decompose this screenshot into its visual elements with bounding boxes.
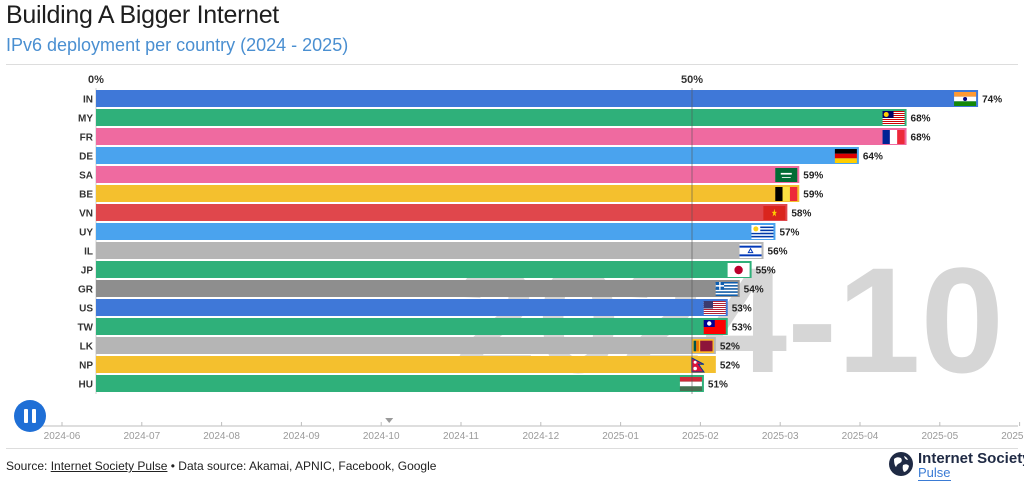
- bar-category-label: SA: [79, 171, 93, 182]
- bar-value-label: 59%: [803, 190, 823, 201]
- bar-value-label: 74%: [982, 95, 1002, 106]
- globe-icon: [889, 452, 913, 476]
- bar-JP: [96, 261, 752, 278]
- timeline-label: 2024-12: [522, 431, 559, 442]
- bar-value-label: 64%: [863, 152, 883, 163]
- pause-button[interactable]: [14, 400, 46, 432]
- timeline-label: 2024-06: [44, 431, 81, 442]
- bar-value-label: 52%: [720, 361, 740, 372]
- timeline-label: 2025-05: [921, 431, 958, 442]
- belgium-flag: [775, 187, 798, 201]
- germany-flag: [834, 149, 857, 163]
- bar-value-label: 55%: [756, 266, 776, 277]
- bar-value-label: 53%: [732, 304, 752, 315]
- bar-category-label: IN: [83, 95, 93, 106]
- timeline-label: 2025-03: [762, 431, 799, 442]
- taiwan-flag: [703, 320, 726, 334]
- hungary-flag: [679, 377, 702, 391]
- bar-category-label: VN: [79, 209, 93, 220]
- bar-category-label: IL: [84, 247, 93, 258]
- bar-value-label: 54%: [744, 285, 764, 296]
- source-link[interactable]: Internet Society Pulse: [50, 459, 168, 473]
- uruguay-flag: [751, 225, 774, 239]
- bar-category-label: NP: [79, 361, 93, 372]
- bar-UY: [96, 223, 776, 240]
- bar-value-label: 68%: [911, 114, 931, 125]
- header-divider: [6, 64, 1018, 65]
- bar-IL: [96, 242, 764, 259]
- srilanka-flag: [691, 339, 714, 353]
- timeline-label: 2024-11: [443, 431, 479, 442]
- bar-category-label: BE: [79, 190, 93, 201]
- source-prefix: Source:: [6, 459, 51, 473]
- timeline-label: 2025-06: [1001, 431, 1024, 442]
- bar-VN: [96, 204, 788, 221]
- bar-value-label: 59%: [803, 171, 823, 182]
- axis-tick-label: 50%: [681, 74, 703, 86]
- bar-category-label: DE: [79, 152, 93, 163]
- bar-GR: [96, 280, 740, 297]
- bar-category-label: GR: [78, 285, 94, 296]
- bar-FR: [96, 128, 907, 145]
- bar-US: [96, 299, 728, 316]
- usa-flag: [703, 301, 726, 315]
- bar-category-label: MY: [78, 114, 93, 125]
- bar-TW: [96, 318, 728, 335]
- bar-category-label: HU: [79, 380, 93, 391]
- timeline-label: 2025-04: [842, 431, 879, 442]
- data-source-text: • Data source: Akamai, APNIC, Facebook, …: [167, 459, 437, 473]
- vietnam-flag: [763, 206, 786, 220]
- bar-value-label: 51%: [708, 380, 728, 391]
- axis-tick-label: 0%: [88, 74, 104, 86]
- bar-IN: [96, 90, 979, 107]
- bar-value-label: 53%: [732, 323, 752, 334]
- france-flag: [882, 130, 905, 144]
- footer-divider: [6, 448, 1018, 449]
- footer-source: Source: Internet Society Pulse • Data so…: [6, 459, 436, 473]
- bar-category-label: UY: [79, 228, 93, 239]
- bar-chart: 2024-10 0% 50% IN 74% MY 68% FR 68% DE 64% SA 59% BE 5…: [40, 74, 1024, 442]
- internet-society-logo[interactable]: Internet Society Pulse: [888, 449, 1024, 489]
- greece-flag: [715, 282, 738, 296]
- bar-HU: [96, 375, 704, 392]
- bar-value-label: 58%: [791, 209, 811, 220]
- pause-icon: [24, 409, 28, 423]
- timeline-current-marker[interactable]: [385, 418, 394, 423]
- bar-value-label: 56%: [768, 247, 788, 258]
- bar-category-label: US: [79, 304, 93, 315]
- bar-NP: [96, 356, 716, 373]
- chart-subtitle: IPv6 deployment per country (2024 - 2025…: [6, 35, 349, 55]
- israel-flag: [739, 244, 762, 258]
- logo-line1: Internet Society: [918, 450, 1024, 467]
- bar-value-label: 52%: [720, 342, 740, 353]
- timeline-label: 2025-02: [682, 431, 719, 442]
- bar-category-label: JP: [81, 266, 94, 277]
- timeline-label: 2024-10: [363, 431, 400, 442]
- bar-value-label: 57%: [779, 228, 799, 239]
- bar-LK: [96, 337, 716, 354]
- bar-MY: [96, 109, 907, 126]
- bar-DE: [96, 147, 859, 164]
- saudi-flag: [775, 168, 798, 182]
- timeline-label: 2024-09: [283, 431, 320, 442]
- bar-BE: [96, 185, 800, 202]
- bar-category-label: FR: [80, 133, 94, 144]
- bar-value-label: 68%: [911, 133, 931, 144]
- bar-category-label: LK: [80, 342, 94, 353]
- bar-category-label: TW: [77, 323, 93, 334]
- pause-icon-bar: [32, 409, 36, 423]
- malaysia-flag: [882, 111, 905, 125]
- chart-title: Building A Bigger Internet: [6, 1, 279, 29]
- japan-flag: [727, 263, 750, 277]
- india-flag: [954, 92, 977, 106]
- timeline-label: 2024-07: [123, 431, 160, 442]
- logo-line2: Pulse: [918, 465, 951, 481]
- timeline-label: 2025-01: [602, 431, 639, 442]
- timeline-label: 2024-08: [203, 431, 240, 442]
- bar-SA: [96, 166, 800, 183]
